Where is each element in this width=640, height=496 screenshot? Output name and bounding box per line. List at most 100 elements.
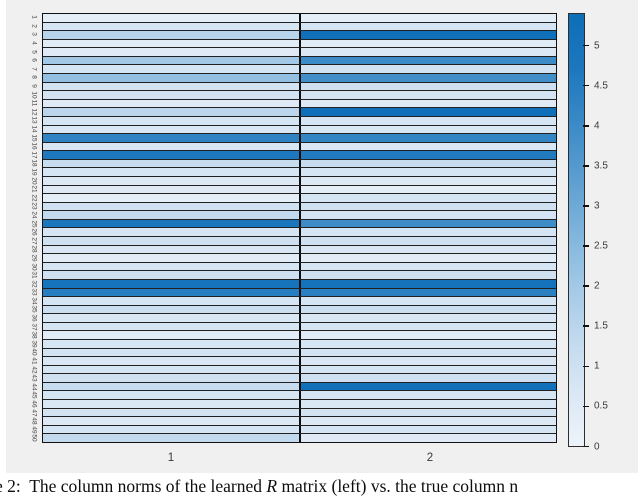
y-tick-label: 25 bbox=[30, 219, 38, 228]
heatmap-row bbox=[43, 150, 556, 159]
heatmap-cell bbox=[301, 262, 556, 271]
colorbar-tick-mark bbox=[583, 44, 589, 47]
colorbar-tick-mark bbox=[583, 165, 589, 167]
heatmap-cell bbox=[43, 374, 302, 382]
heatmap-row bbox=[43, 373, 556, 382]
heatmap-row bbox=[43, 193, 556, 202]
heatmap-cell bbox=[301, 305, 556, 314]
colorbar-tick-mark bbox=[583, 445, 589, 448]
heatmap-cell bbox=[43, 365, 302, 374]
heatmap-cell bbox=[43, 56, 302, 65]
y-tick-label: 44 bbox=[30, 383, 38, 391]
heatmap-cell bbox=[43, 14, 302, 22]
heatmap-cell bbox=[301, 176, 556, 185]
heatmap-row bbox=[43, 184, 556, 194]
y-tick-label: 16 bbox=[30, 142, 38, 150]
heatmap-cell bbox=[301, 417, 556, 425]
heatmap-cell bbox=[301, 185, 556, 194]
heatmap-cell bbox=[301, 314, 556, 322]
heatmap-cell bbox=[301, 408, 556, 417]
heatmap-cell bbox=[301, 339, 556, 348]
heatmap-cell bbox=[301, 237, 556, 245]
heatmap-cell bbox=[43, 82, 302, 91]
heatmap-row bbox=[43, 210, 556, 219]
heatmap-row bbox=[43, 107, 556, 116]
heatmap-cell bbox=[301, 82, 556, 91]
y-tick-label: 8 bbox=[30, 75, 38, 80]
heatmap-cell bbox=[43, 408, 302, 417]
heatmap-cell bbox=[301, 228, 556, 237]
heatmap-row bbox=[43, 227, 556, 237]
heatmap-row bbox=[43, 416, 556, 425]
y-tick-label: 42 bbox=[30, 366, 38, 374]
heatmap-cell bbox=[301, 39, 556, 48]
heatmap-row bbox=[43, 261, 556, 271]
heatmap-cell bbox=[43, 219, 302, 228]
heatmap-row bbox=[43, 356, 556, 365]
heatmap-cell bbox=[301, 31, 556, 39]
heatmap-cell bbox=[43, 176, 302, 185]
heatmap-cell bbox=[301, 322, 556, 331]
heatmap-cell bbox=[301, 202, 556, 211]
heatmap-cell bbox=[301, 22, 556, 31]
y-tick-label: 35 bbox=[30, 305, 38, 314]
heatmap-cell bbox=[301, 434, 556, 442]
heatmap-grid bbox=[42, 13, 557, 443]
colorbar-tick-label: 3.5 bbox=[594, 160, 608, 172]
y-tick-label: 31 bbox=[30, 271, 38, 279]
heatmap-cell bbox=[301, 271, 556, 279]
y-tick-label: 15 bbox=[30, 133, 38, 142]
y-tick-label: 22 bbox=[30, 194, 38, 202]
caption-text-2: matrix (left) vs. the true column n bbox=[277, 476, 519, 496]
heatmap-row bbox=[43, 14, 556, 22]
heatmap-cell bbox=[43, 305, 302, 314]
heatmap-cell bbox=[43, 271, 302, 279]
heatmap-cell bbox=[43, 202, 302, 211]
heatmap-cell bbox=[301, 400, 556, 408]
y-tick-label: 3 bbox=[30, 32, 38, 37]
colorbar-tick-label: 4 bbox=[594, 120, 600, 132]
y-tick-label: 19 bbox=[30, 168, 38, 176]
y-tick-label: 21 bbox=[30, 185, 38, 193]
heatmap-cell bbox=[301, 219, 556, 228]
heatmap-row bbox=[43, 399, 556, 408]
colorbar-tick-label: 5 bbox=[594, 40, 600, 52]
heatmap-row bbox=[43, 90, 556, 99]
heatmap-row bbox=[43, 364, 556, 374]
colorbar-tick-mark bbox=[583, 84, 589, 87]
heatmap-cell bbox=[43, 194, 302, 202]
y-tick-label: 27 bbox=[30, 237, 38, 245]
heatmap-cell bbox=[43, 339, 302, 348]
heatmap-cell bbox=[301, 99, 556, 108]
heatmap-cell bbox=[43, 74, 302, 82]
y-tick-label: 2 bbox=[30, 24, 38, 28]
y-tick-label: 7 bbox=[30, 67, 38, 71]
heatmap-cell bbox=[301, 288, 556, 297]
colorbar-tick-label: 2 bbox=[594, 280, 600, 292]
heatmap-cell bbox=[301, 331, 556, 339]
heatmap-row bbox=[43, 133, 556, 142]
heatmap-row bbox=[43, 218, 556, 228]
heatmap-row bbox=[43, 30, 556, 39]
heatmap-cell bbox=[43, 185, 302, 194]
colorbar-tick-mark bbox=[583, 365, 589, 368]
heatmap-row bbox=[43, 38, 556, 48]
heatmap-row bbox=[43, 236, 556, 245]
heatmap-row bbox=[43, 175, 556, 185]
heatmap-cell bbox=[43, 116, 302, 125]
y-tick-label: 49 bbox=[30, 426, 38, 434]
heatmap-row bbox=[43, 55, 556, 65]
y-tick-label: 34 bbox=[30, 297, 38, 305]
heatmap-row bbox=[43, 64, 556, 74]
y-tick-label: 28 bbox=[30, 245, 38, 253]
heatmap-cell bbox=[43, 434, 302, 442]
heatmap-cell bbox=[43, 39, 302, 48]
y-tick-label: 33 bbox=[30, 288, 38, 296]
heatmap-cell bbox=[43, 91, 302, 99]
heatmap-row bbox=[43, 433, 556, 442]
heatmap-row bbox=[43, 124, 556, 134]
y-tick-label: 17 bbox=[30, 151, 38, 159]
heatmap-cell bbox=[43, 322, 302, 331]
y-tick-label: 46 bbox=[30, 400, 38, 408]
heatmap-row bbox=[43, 304, 556, 314]
